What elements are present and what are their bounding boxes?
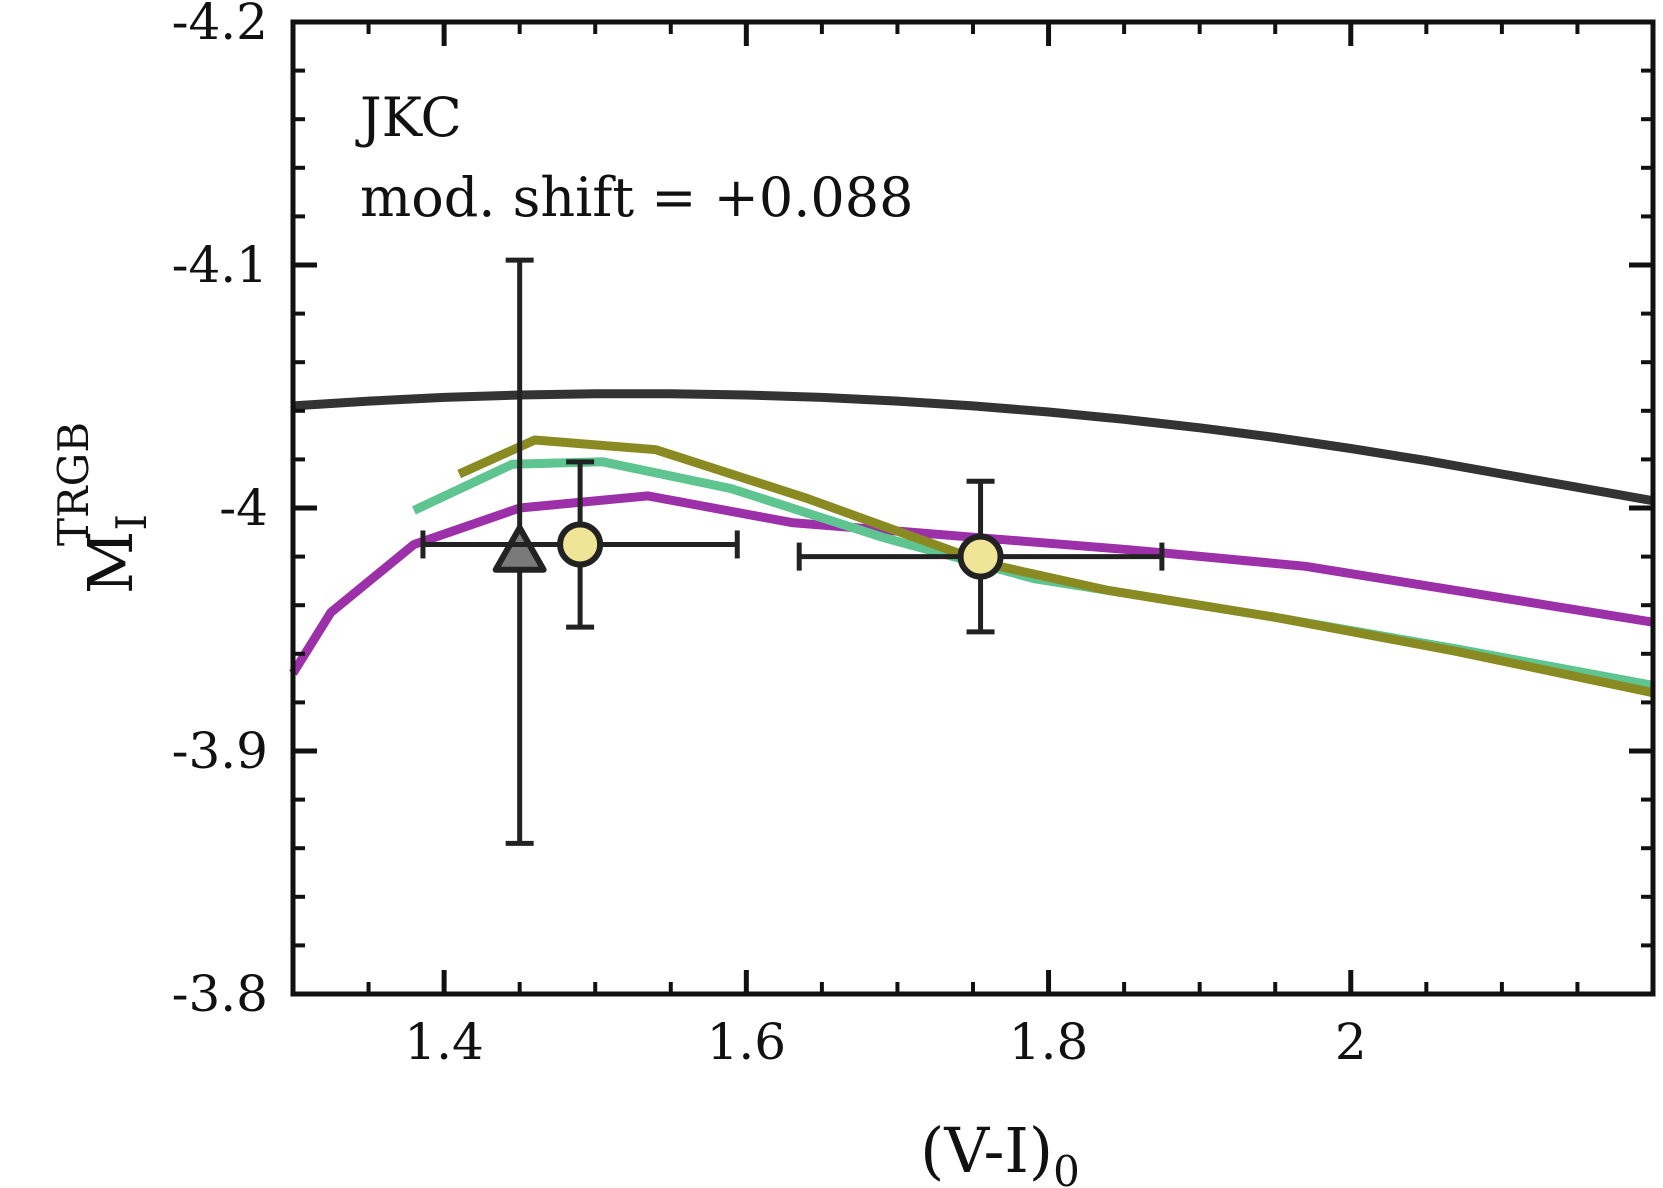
annotation-system: JKC — [355, 86, 462, 149]
y-axis-title: MITRGB — [49, 422, 156, 594]
y-tick-label: -4 — [219, 479, 268, 537]
x-axis-title: (V-I)0 — [920, 1114, 1080, 1188]
data-points — [420, 257, 1165, 846]
x-tick-label: 1.6 — [707, 1013, 787, 1071]
circle-marker — [957, 533, 1004, 580]
series-line-3 — [457, 435, 1654, 698]
data-point-2 — [796, 478, 1165, 635]
y-tick-label: -3.9 — [172, 722, 268, 780]
y-tick-label: -4.1 — [172, 236, 268, 294]
plot-frame — [290, 19, 1656, 997]
x-tick-label: 1.8 — [1009, 1013, 1089, 1071]
annotation-shift: mod. shift = +0.088 — [360, 166, 913, 229]
data-point-0 — [492, 257, 547, 846]
y-tick-label: -4.2 — [172, 0, 268, 51]
x-tick-label: 2 — [1335, 1013, 1367, 1071]
series-line-0 — [292, 389, 1654, 506]
x-tick-label: 1.4 — [404, 1013, 484, 1071]
data-point-1 — [420, 459, 740, 630]
series-line-1 — [289, 491, 1654, 676]
y-tick-label: -3.8 — [172, 965, 268, 1023]
circle-marker — [557, 521, 604, 568]
triangle-marker — [492, 524, 547, 573]
